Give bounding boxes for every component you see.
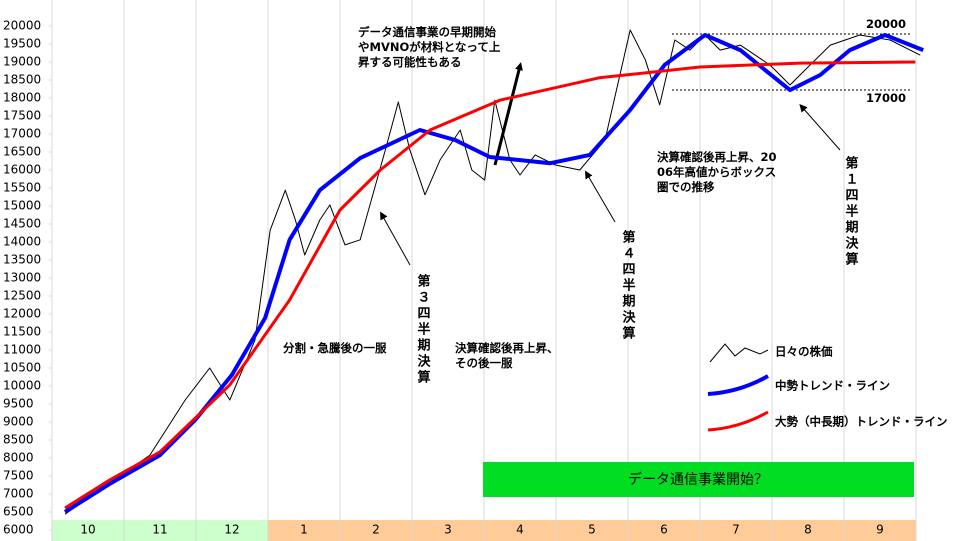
y-tick-label: 18000 [3, 91, 41, 105]
annotation: 分割・急騰後の一服 [283, 341, 387, 355]
y-tick-label: 6500 [3, 505, 34, 519]
legend-label: 中勢トレンド・ライン [775, 379, 890, 393]
annotation: データ通信事業の早期開始 [358, 25, 496, 39]
month-cell [52, 520, 124, 541]
y-tick-label: 6000 [3, 523, 34, 537]
annotation-vertical: 第４四半期決算 [620, 229, 636, 342]
x-tick-label: 9 [876, 523, 884, 537]
y-tick-label: 14500 [3, 217, 41, 231]
month-cell [196, 520, 268, 541]
month-cell [484, 520, 556, 541]
x-tick-label: 2 [372, 523, 380, 537]
month-cell [124, 520, 196, 541]
annotation: やMVNOが材料となって上 [358, 40, 501, 54]
legend-swatch [707, 410, 769, 432]
x-tick-label: 10 [80, 523, 95, 537]
y-tick-label: 17000 [3, 127, 41, 141]
legend-label: 日々の株価 [775, 345, 833, 359]
y-tick-label: 19500 [3, 37, 41, 51]
banner-box [483, 462, 914, 497]
series-line [63, 33, 924, 514]
month-cell [268, 520, 340, 541]
y-tick-label: 16500 [3, 145, 41, 159]
annotation-vertical: 第１四半期決算 [843, 155, 859, 268]
annotation: 06年高値からボックス [657, 165, 776, 179]
y-tick-label: 17500 [3, 109, 41, 123]
x-tick-label: 1 [300, 523, 308, 537]
annotation: 決算確認後再上昇、20 [657, 150, 777, 164]
y-tick-label: 7000 [3, 487, 34, 501]
y-tick-label: 10500 [3, 361, 41, 375]
arrow [584, 170, 616, 223]
month-cell [772, 520, 844, 541]
x-tick-label: 8 [804, 523, 812, 537]
arrow [493, 62, 523, 166]
legend-label: 大勢（中長期）トレンド・ライン [775, 415, 948, 429]
y-tick-label: 18500 [3, 73, 41, 87]
y-tick-label: 11500 [3, 325, 41, 339]
annotation: 昇する可能性もある [358, 55, 462, 69]
y-tick-label: 14000 [3, 235, 41, 249]
y-tick-label: 10000 [3, 379, 41, 393]
x-tick-label: 3 [444, 523, 452, 537]
annotation: 決算確認後再上昇、 [455, 341, 559, 355]
y-tick-label: 13500 [3, 253, 41, 267]
annotation: その後一服 [455, 356, 513, 370]
y-tick-label: 15000 [3, 199, 41, 213]
y-tick-label: 8000 [3, 451, 34, 465]
x-tick-label: 12 [224, 523, 239, 537]
y-tick-label: 7500 [3, 469, 34, 483]
month-cell [628, 520, 700, 541]
arrow [799, 104, 841, 151]
month-cell [700, 520, 772, 541]
y-tick-label: 8500 [3, 433, 34, 447]
y-tick-label: 19000 [3, 55, 41, 69]
series-line [64, 29, 921, 515]
month-cell [844, 520, 916, 541]
y-tick-label: 9000 [3, 415, 34, 429]
y-tick-label: 12000 [3, 307, 41, 321]
month-cell [556, 520, 628, 541]
annotation: 圏での推移 [657, 180, 715, 194]
annotation: 20000 [866, 17, 906, 31]
annotation-vertical: 第３四半期決算 [415, 273, 431, 386]
series-line [64, 60, 916, 510]
month-cell [412, 520, 484, 541]
x-tick-label: 4 [516, 523, 524, 537]
y-tick-label: 12500 [3, 289, 41, 303]
banner-text: データ通信事業開始？ [628, 471, 768, 488]
legend-swatch [709, 343, 769, 363]
x-tick-label: 5 [588, 523, 596, 537]
x-tick-label: 7 [732, 523, 740, 537]
x-tick-label: 6 [660, 523, 668, 537]
x-tick-label: 11 [152, 523, 167, 537]
y-tick-label: 20000 [3, 19, 41, 33]
month-cell [340, 520, 412, 541]
y-tick-label: 13000 [3, 271, 41, 285]
annotation: 17000 [866, 91, 906, 105]
y-tick-label: 15500 [3, 181, 41, 195]
y-tick-label: 16000 [3, 163, 41, 177]
arrow [380, 211, 411, 266]
y-tick-label: 11000 [3, 343, 41, 357]
y-tick-label: 9500 [3, 397, 34, 411]
legend-swatch [707, 374, 769, 396]
